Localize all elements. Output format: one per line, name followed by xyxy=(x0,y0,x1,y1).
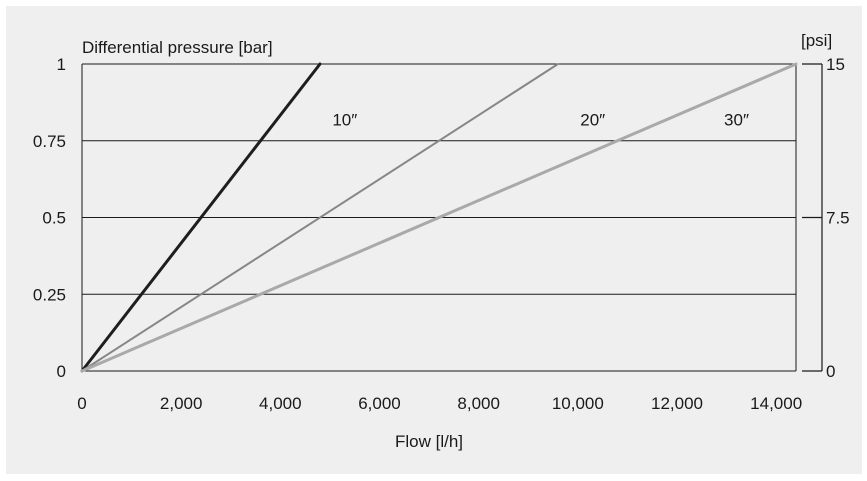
series-label-0: 10″ xyxy=(332,110,357,129)
series-line-0 xyxy=(80,62,322,373)
x-tick-label-0: 0 xyxy=(77,394,86,413)
y-tick-label-0: 0 xyxy=(57,362,66,381)
series-line-2 xyxy=(80,62,798,373)
series-label-2: 30″ xyxy=(724,110,749,129)
y2-axis-label: [psi] xyxy=(801,31,832,50)
chart-panel xyxy=(6,6,862,474)
axes xyxy=(81,63,823,372)
y-tick-label-2: 0.5 xyxy=(42,209,66,228)
series-lines xyxy=(80,62,798,373)
x-tick-label-6: 12,000 xyxy=(651,394,703,413)
y2-tick-label-0: 0 xyxy=(826,362,835,381)
y2-tick-label-1: 7.5 xyxy=(826,209,850,228)
x-tick-label-7: 14,000 xyxy=(750,394,802,413)
tick-labels: 0 7.5 15 0 0.25 0.5 0.75 1 0 2,000 4,000 6,000 8,000… xyxy=(33,55,850,413)
x-axis-label: Flow [l/h] xyxy=(395,432,463,451)
y-tick-label-3: 0.75 xyxy=(33,132,66,151)
y2-tick-label-2: 15 xyxy=(826,55,845,74)
x-tick-label-4: 8,000 xyxy=(457,394,500,413)
series-line-1 xyxy=(81,63,559,372)
x-tick-label-5: 10,000 xyxy=(552,394,604,413)
y-axis-label: Differential pressure [bar] xyxy=(82,38,273,57)
x-tick-label-1: 2,000 xyxy=(160,394,203,413)
x-tick-label-3: 6,000 xyxy=(358,394,401,413)
y-tick-label-4: 1 xyxy=(57,55,66,74)
series-label-1: 20″ xyxy=(580,110,605,129)
series-labels: 10″ 20″ 30″ xyxy=(332,110,749,129)
x-tick-label-2: 4,000 xyxy=(259,394,302,413)
y-tick-label-1: 0.25 xyxy=(33,285,66,304)
